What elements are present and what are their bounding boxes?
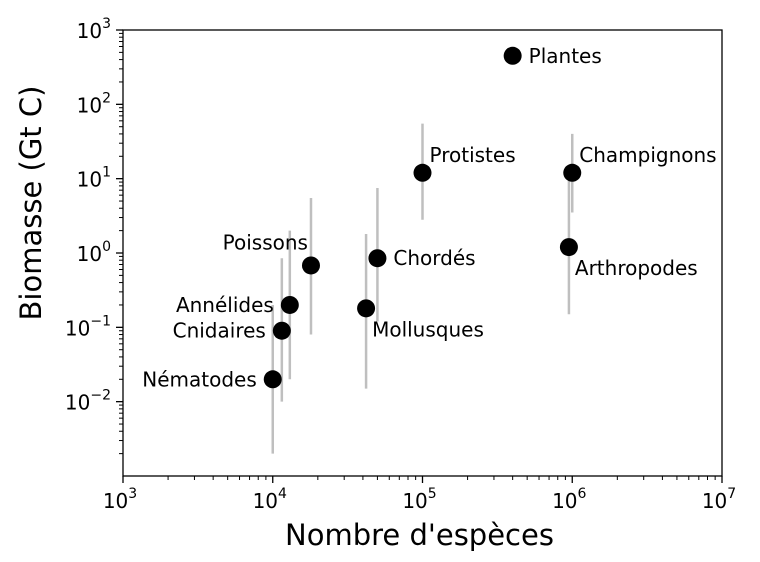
y-tick-base: 10 xyxy=(77,168,102,192)
point-label: Protistes xyxy=(430,143,516,167)
y-tick-exponent: 1 xyxy=(102,165,111,181)
data-point xyxy=(559,238,578,257)
y-tick-base: 10 xyxy=(77,19,102,43)
y-tick-exponent: 0 xyxy=(102,239,111,255)
y-tick-label: 100 xyxy=(77,239,111,266)
x-tick-label: 107 xyxy=(702,486,736,513)
x-tick-base: 10 xyxy=(552,489,577,513)
data-point xyxy=(280,295,299,314)
data-point xyxy=(301,256,320,275)
y-tick-base: 10 xyxy=(77,242,102,266)
x-tick-base: 10 xyxy=(103,489,128,513)
data-point xyxy=(503,46,522,65)
point-label: Plantes xyxy=(529,44,602,68)
y-tick-exponent: −2 xyxy=(90,388,111,404)
y-axis-title: Biomasse (Gt C) xyxy=(14,86,48,321)
x-tick-label: 104 xyxy=(253,486,287,513)
x-tick-exponent: 5 xyxy=(428,486,437,502)
x-tick-base: 10 xyxy=(402,489,427,513)
point-label: Nématodes xyxy=(142,367,257,391)
data-point xyxy=(563,163,582,182)
x-tick-label: 105 xyxy=(402,486,436,513)
x-tick-base: 10 xyxy=(253,489,278,513)
y-tick-label: 103 xyxy=(77,16,111,43)
data-point xyxy=(413,163,432,182)
data-point xyxy=(368,249,387,268)
x-axis-title: Nombre d'espèces xyxy=(285,518,554,552)
y-tick-exponent: −1 xyxy=(90,313,111,329)
point-label: Chordés xyxy=(393,246,475,270)
data-point xyxy=(357,299,376,318)
x-tick-base: 10 xyxy=(702,489,727,513)
markers-layer xyxy=(263,46,582,389)
x-tick-label: 106 xyxy=(552,486,586,513)
y-tick-base: 10 xyxy=(65,316,90,340)
point-label: Arthropodes xyxy=(575,256,698,280)
y-tick-exponent: 2 xyxy=(102,90,111,106)
point-label: Poissons xyxy=(223,230,308,254)
point-label: Annélides xyxy=(176,293,274,317)
point-label: Champignons xyxy=(579,143,716,167)
y-tick-label: 102 xyxy=(77,90,111,117)
y-tick-label: 10−2 xyxy=(65,388,111,415)
y-tick-base: 10 xyxy=(77,93,102,117)
data-point xyxy=(272,321,291,340)
x-tick-label: 103 xyxy=(103,486,137,513)
x-tick-exponent: 7 xyxy=(727,486,736,502)
y-tick-label: 101 xyxy=(77,165,111,192)
point-labels-layer: Plantes Protistes Champignons Chordés Arthro… xyxy=(142,44,716,392)
y-tick-label: 10−1 xyxy=(65,313,111,340)
data-point xyxy=(263,370,282,389)
y-tick-exponent: 3 xyxy=(102,16,111,32)
y-tick-base: 10 xyxy=(65,391,90,415)
point-label: Mollusques xyxy=(372,317,484,341)
x-tick-exponent: 4 xyxy=(278,486,287,502)
x-tick-exponent: 6 xyxy=(578,486,587,502)
x-tick-exponent: 3 xyxy=(128,486,137,502)
point-label: Cnidaires xyxy=(173,319,266,343)
x-axis-ticks: 103 104 105 106 107 xyxy=(103,476,736,513)
